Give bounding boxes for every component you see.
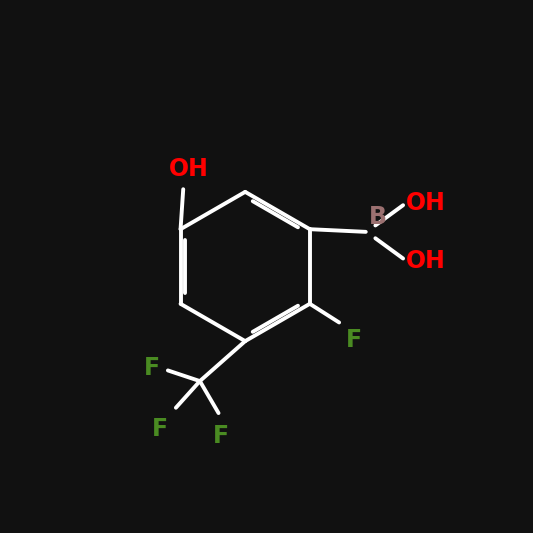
Text: F: F [152,417,168,441]
Text: F: F [213,424,229,448]
Text: OH: OH [406,249,446,273]
Text: F: F [144,356,160,380]
Text: F: F [345,328,361,352]
Text: OH: OH [168,157,208,181]
Text: OH: OH [406,190,446,215]
Text: B: B [368,205,386,229]
